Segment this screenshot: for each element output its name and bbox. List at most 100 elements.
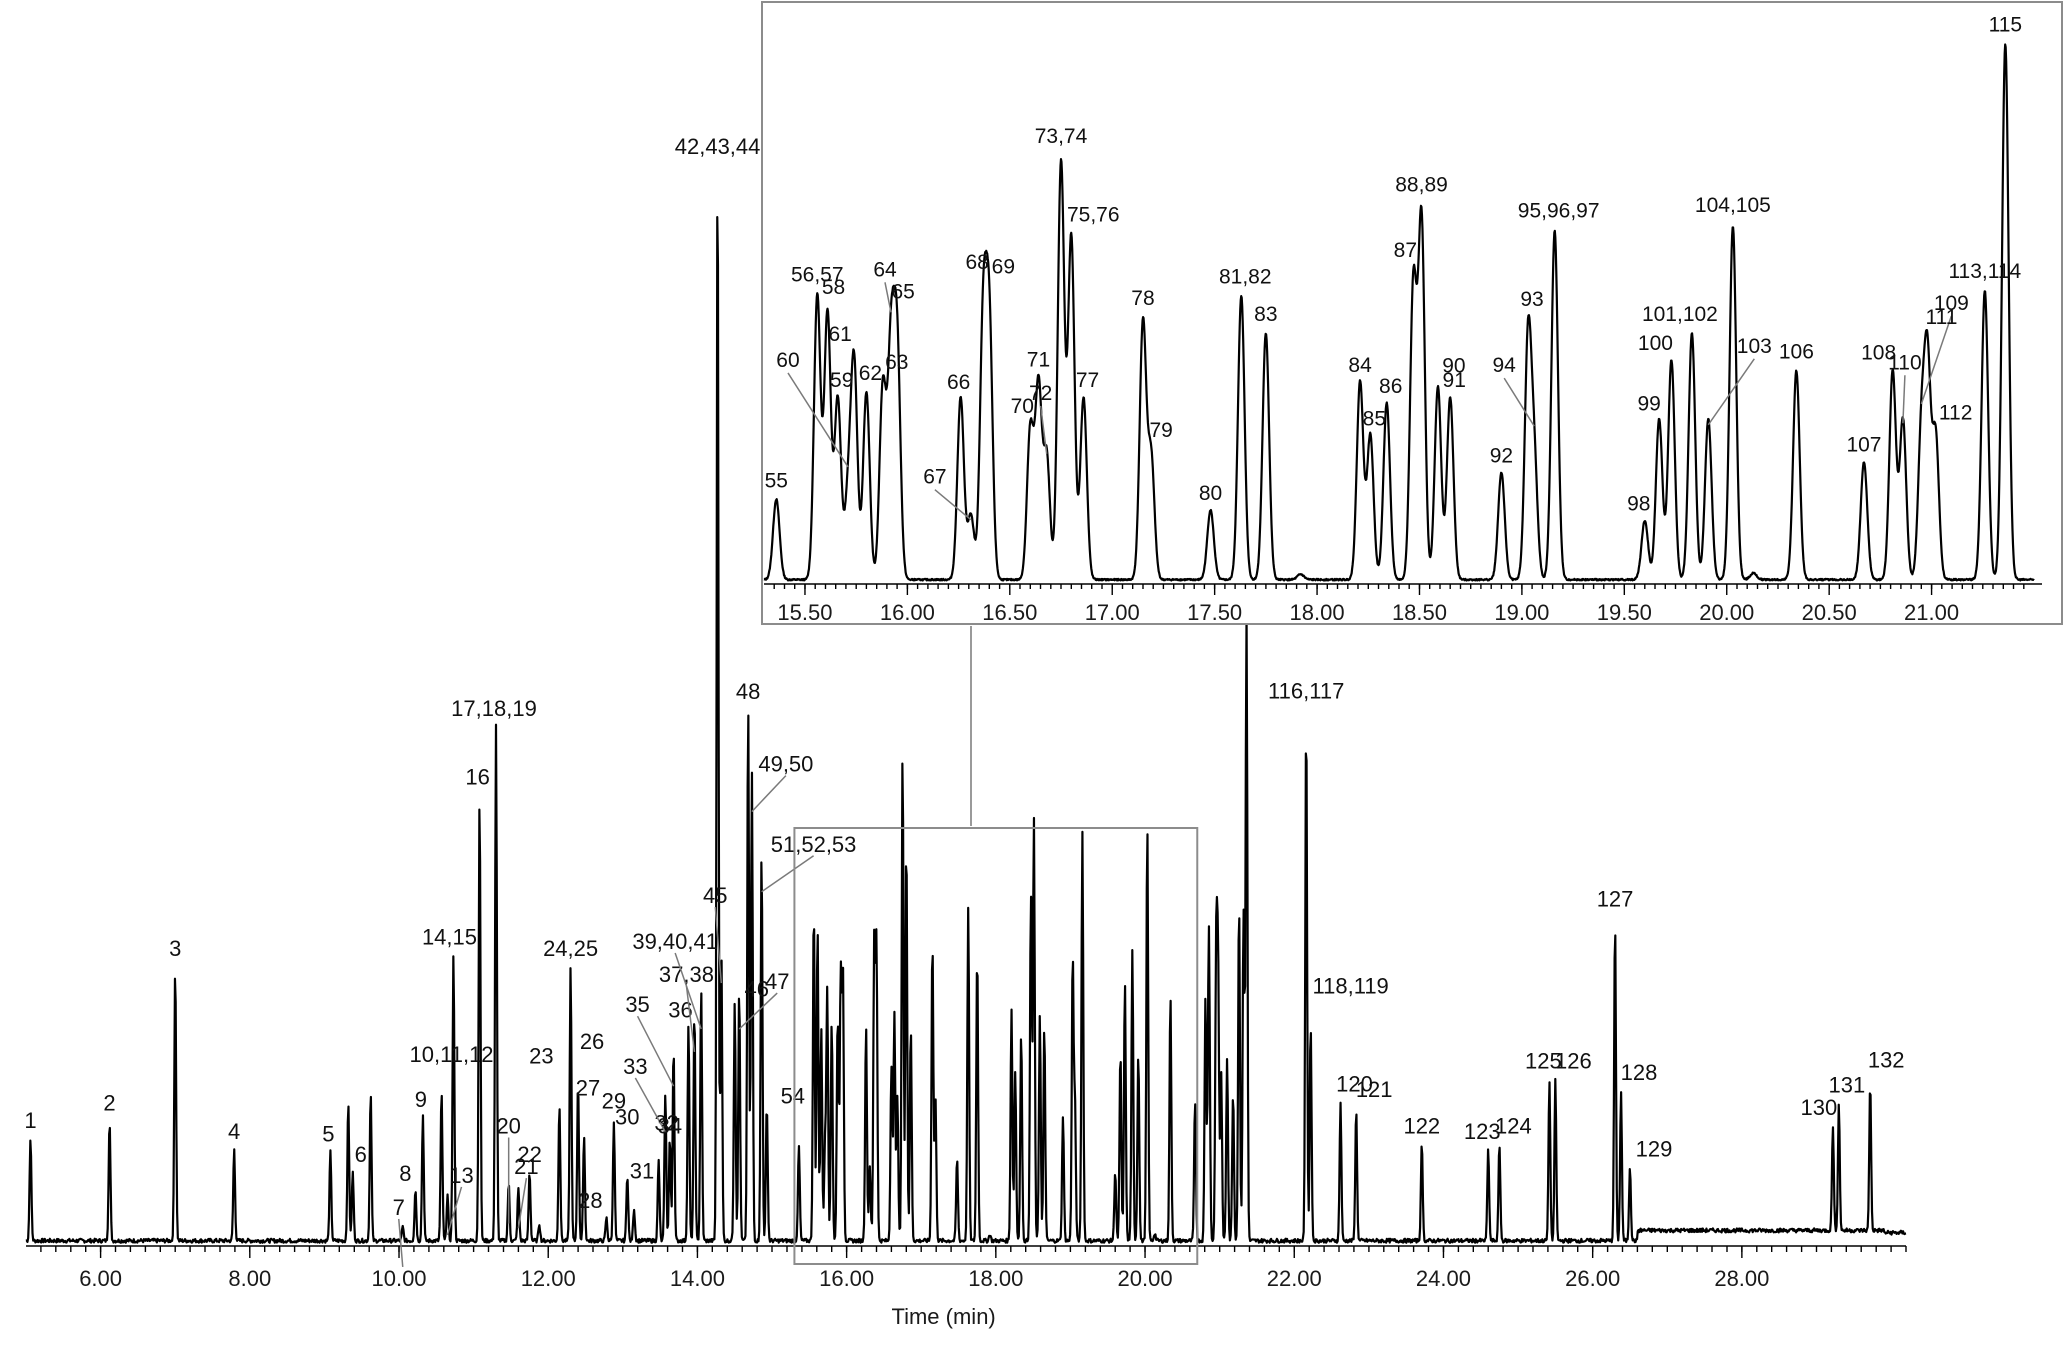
inset-x-tick-label: 19.00	[1494, 600, 1549, 625]
peak-leader-line	[636, 1015, 675, 1087]
inset-peak-label: 111	[1926, 306, 1958, 329]
peak-label: 122	[1403, 1113, 1440, 1138]
peak-label: 31	[630, 1159, 654, 1184]
x-tick-label: 10.00	[371, 1266, 426, 1291]
peak-leader-line	[397, 1218, 404, 1268]
inset-peak-label: 93	[1520, 288, 1543, 311]
inset-peak-label: 113,114	[1948, 260, 2021, 283]
peak-label: 45	[703, 883, 727, 908]
peak-leader-line	[685, 985, 696, 1053]
x-tick-label: 18.00	[968, 1266, 1023, 1291]
peak-label: 13	[449, 1163, 473, 1188]
peak-label: 32	[654, 1111, 678, 1136]
peak-label: 26	[580, 1029, 604, 1054]
peak-label: 30	[615, 1104, 639, 1129]
peak-label: 27	[576, 1075, 600, 1100]
inset-peak-leader-line	[884, 282, 892, 313]
peak-label: 2	[103, 1091, 115, 1116]
inset-peak-label: 108	[1861, 341, 1896, 364]
x-tick-label: 12.00	[521, 1266, 576, 1291]
inset-peak-label: 110	[1888, 351, 1921, 374]
inset-peak-leader-line	[1920, 315, 1953, 405]
chromatogram-trace	[25, 216, 1907, 1244]
inset-peak-label: 85	[1363, 407, 1386, 430]
peak-label: 6	[355, 1142, 367, 1167]
inset-peak-label: 55	[765, 469, 788, 492]
inset-peak-label: 94	[1493, 354, 1517, 377]
inset-peak-label: 71	[1027, 349, 1050, 372]
peak-label: 130	[1801, 1095, 1838, 1120]
peak-label: 51,52,53	[771, 832, 857, 857]
inset-peak-label: 87	[1394, 239, 1417, 262]
inset-peak-leader-line	[787, 372, 849, 468]
peak-label: 14,15	[422, 925, 477, 950]
inset-peak-label: 58	[822, 276, 845, 299]
x-tick-label: 14.00	[670, 1266, 725, 1291]
peak-label: 54	[781, 1083, 805, 1108]
inset-peak-label: 109	[1934, 292, 1969, 315]
peak-label: 118,119	[1313, 973, 1389, 998]
inset-peak-label: 112	[1939, 402, 1972, 425]
peak-label: 124	[1495, 1113, 1532, 1138]
peak-label: 24,25	[543, 936, 598, 961]
inset-peak-label: 90	[1442, 355, 1465, 378]
peak-label: 35	[625, 992, 649, 1017]
inset-peak-label: 78	[1131, 287, 1154, 310]
peak-label: 22	[517, 1142, 541, 1167]
inset-peak-label: 63	[885, 351, 908, 374]
peak-label: 116,117	[1268, 678, 1344, 703]
peak-label: 21	[514, 1154, 538, 1179]
peak-label: 33	[623, 1054, 647, 1079]
inset-peak-label: 68	[965, 251, 988, 274]
inset-peak-label: 62	[859, 362, 882, 385]
inset-peak-leader-line	[934, 489, 972, 521]
x-tick-label: 28.00	[1714, 1266, 1769, 1291]
inset-peak-label: 61	[828, 323, 851, 346]
inset-peak-label: 115	[1989, 14, 2022, 37]
peak-leader-line	[517, 1177, 528, 1229]
inset-x-tick-label: 17.50	[1187, 600, 1242, 625]
inset-x-tick-label: 18.50	[1392, 600, 1447, 625]
inset-peak-leader-line	[1039, 405, 1048, 454]
peak-label: 128	[1621, 1060, 1658, 1085]
peak-leader-line	[634, 1077, 667, 1133]
peak-label: 20	[496, 1114, 520, 1139]
main-chromatogram: 6.00 8.00 10.00 12.00 14.00 16.00 18.00 20.00 22…	[24, 134, 1907, 1329]
peak-label: 17,18,19	[451, 696, 537, 721]
peak-label: 42,43,44	[675, 134, 761, 159]
peak-leader-line	[751, 775, 787, 813]
inset-peak-label: 60	[776, 349, 799, 372]
inset-peak-label: 100	[1638, 332, 1673, 355]
peak-label: 8	[399, 1161, 411, 1186]
peak-label: 3	[169, 936, 181, 961]
peak-leader-line	[761, 855, 815, 893]
inset-x-tick-label: 19.50	[1597, 600, 1652, 625]
peak-label: 5	[322, 1121, 334, 1146]
peak-label: 125	[1525, 1049, 1562, 1074]
inset-x-tick-label: 17.00	[1085, 600, 1140, 625]
x-tick-label: 16.00	[819, 1266, 874, 1291]
inset-peak-label: 69	[992, 255, 1015, 278]
x-tick-label: 22.00	[1267, 1266, 1322, 1291]
peak-label: 7	[393, 1195, 405, 1220]
peak-label: 126	[1555, 1049, 1592, 1074]
zoom-region-box	[793, 827, 1199, 1265]
peak-label: 132	[1868, 1048, 1905, 1073]
peak-label: 9	[415, 1087, 427, 1112]
inset-peak-label: 80	[1199, 482, 1222, 505]
peak-label: 47	[765, 969, 789, 994]
inset-chromatogram: 15.50 16.00 16.50 17.00 17.50 18.00 18.50 19.00…	[761, 1, 2063, 625]
peak-leader-line	[714, 907, 723, 984]
inset-peak-label: 79	[1149, 419, 1172, 442]
inset-peak-label: 101,102	[1642, 303, 1718, 326]
peak-label: 10,11,12	[410, 1042, 494, 1067]
inset-x-tick-label: 16.00	[880, 600, 935, 625]
peak-label: 123	[1464, 1119, 1501, 1144]
inset-peak-label: 107	[1846, 434, 1881, 457]
peak-leader-line	[674, 952, 702, 1030]
x-tick-label: 8.00	[228, 1266, 271, 1291]
inset-peak-label: 64	[873, 258, 897, 281]
peak-label: 46	[744, 976, 768, 1001]
peak-label: 1	[24, 1108, 36, 1133]
inset-peak-label: 103	[1737, 335, 1772, 358]
